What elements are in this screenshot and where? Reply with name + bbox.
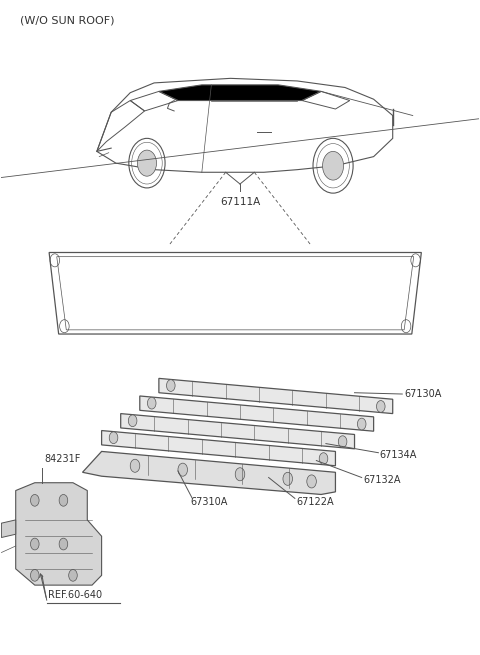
Text: 67310A: 67310A: [190, 497, 227, 507]
Polygon shape: [120, 413, 355, 449]
Circle shape: [130, 459, 140, 472]
Circle shape: [178, 463, 188, 476]
Circle shape: [376, 401, 385, 412]
Circle shape: [31, 569, 39, 581]
Circle shape: [338, 436, 347, 447]
Polygon shape: [159, 85, 321, 100]
Text: 67132A: 67132A: [363, 475, 401, 485]
Circle shape: [59, 495, 68, 506]
Polygon shape: [159, 379, 393, 413]
Text: REF.60-640: REF.60-640: [48, 590, 102, 600]
Circle shape: [128, 415, 137, 426]
Circle shape: [319, 453, 328, 464]
Circle shape: [31, 495, 39, 506]
Circle shape: [137, 150, 156, 176]
Text: 67122A: 67122A: [296, 497, 334, 507]
Text: (W/O SUN ROOF): (W/O SUN ROOF): [21, 16, 115, 26]
Circle shape: [31, 538, 39, 550]
Text: 84231F: 84231F: [44, 455, 81, 464]
Polygon shape: [1, 520, 16, 538]
Text: 67130A: 67130A: [405, 389, 442, 399]
Polygon shape: [102, 430, 336, 466]
Circle shape: [147, 398, 156, 409]
Polygon shape: [140, 396, 373, 431]
Circle shape: [59, 538, 68, 550]
Circle shape: [167, 380, 175, 392]
Circle shape: [358, 418, 366, 430]
Circle shape: [235, 468, 245, 481]
Polygon shape: [83, 451, 336, 495]
Circle shape: [323, 151, 344, 180]
Circle shape: [69, 569, 77, 581]
Circle shape: [283, 472, 292, 485]
Circle shape: [109, 432, 118, 443]
Circle shape: [307, 475, 316, 488]
Text: 67111A: 67111A: [220, 197, 260, 207]
Polygon shape: [16, 483, 102, 585]
Text: 67134A: 67134A: [380, 450, 417, 460]
